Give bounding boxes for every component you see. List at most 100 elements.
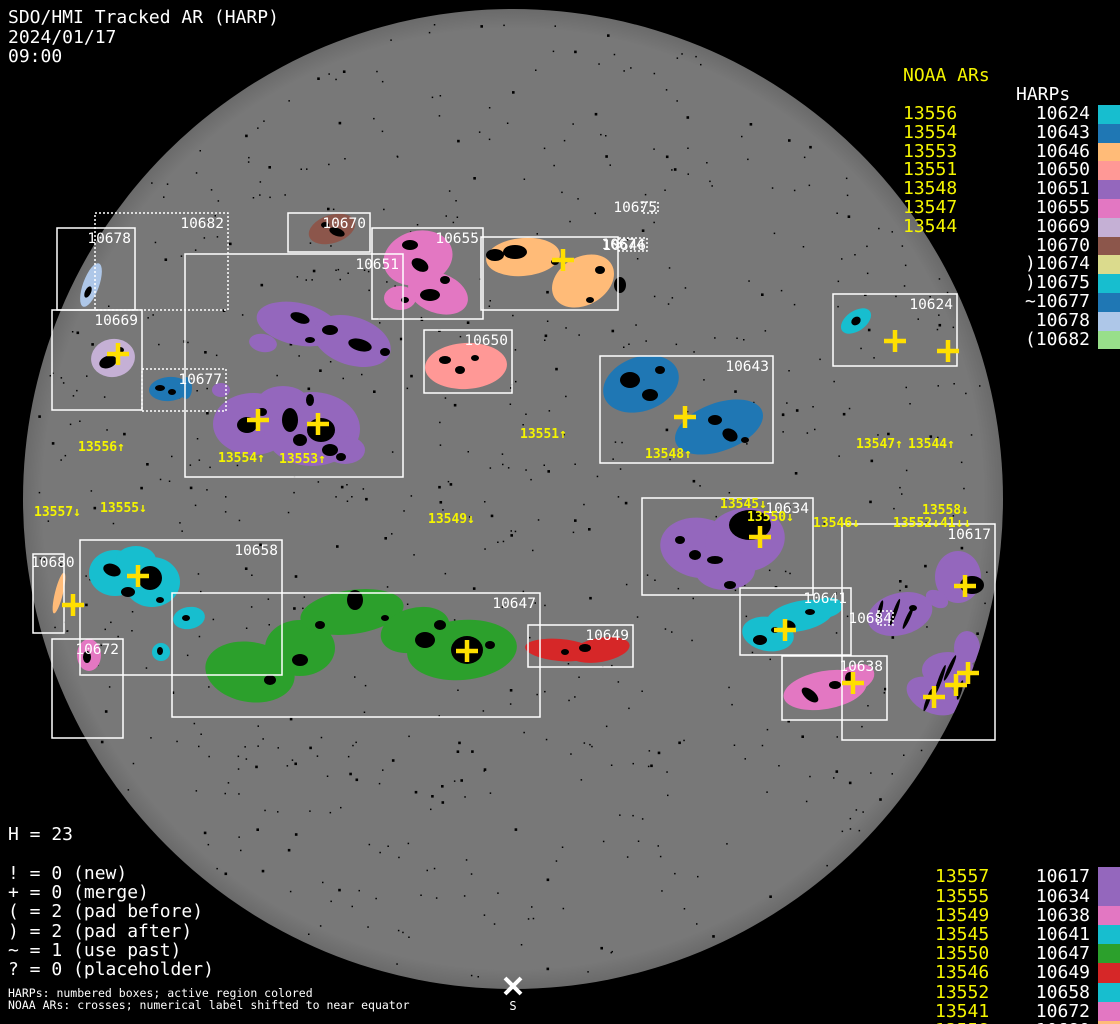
speckle (158, 343, 160, 346)
speckle (936, 328, 939, 331)
speckle (847, 215, 851, 218)
speckle (100, 644, 102, 647)
speckle (883, 692, 886, 694)
noaa-ar-number: 13551 (903, 159, 958, 181)
speckle (108, 686, 111, 688)
speckle (309, 746, 312, 750)
speckle (460, 779, 463, 782)
speckle (241, 314, 244, 316)
speckle (834, 592, 837, 595)
speckle (267, 598, 270, 600)
speckle (901, 493, 903, 495)
speckle (522, 590, 525, 593)
harp-box-10684 (877, 610, 894, 626)
speckle (458, 741, 461, 745)
speckle (653, 221, 655, 224)
speckle (674, 872, 676, 875)
harp-number: 10641 (1024, 923, 1090, 945)
speckle (952, 326, 955, 329)
noaa-ar-label: 13551↑ (520, 427, 567, 442)
speckle (163, 196, 165, 198)
ar-blob-10650 (425, 342, 507, 390)
speckle (237, 768, 240, 770)
sunspot (485, 641, 495, 649)
speckle (268, 624, 270, 626)
speckle (711, 185, 713, 187)
legend-row: 13551 10650 (900, 159, 1120, 181)
speckle (438, 715, 440, 717)
speckle (574, 696, 576, 698)
speckle (376, 70, 378, 73)
speckle (439, 421, 441, 424)
harp-box-10674 (618, 237, 648, 252)
speckle (189, 464, 192, 466)
speckle (630, 67, 632, 69)
speckle (809, 145, 812, 149)
harp-box-10638 (781, 655, 888, 721)
speckle (363, 269, 366, 271)
speckle (355, 741, 357, 744)
speckle (194, 504, 197, 507)
speckle (970, 434, 973, 436)
speckle (555, 860, 558, 862)
harp-box-label-10677: 10677 (178, 372, 222, 388)
harp-number: (10682 (1024, 328, 1090, 350)
speckle (544, 604, 546, 607)
ar-blob-10634 (660, 507, 785, 590)
harp-box-label-10624: 10624 (909, 297, 953, 313)
sunspot (503, 245, 527, 259)
speckle (624, 501, 628, 505)
speckle (289, 717, 293, 721)
speckle (47, 520, 50, 522)
speckle (819, 358, 821, 361)
ar-blob-10624 (840, 308, 872, 334)
speckle (867, 705, 869, 707)
harp-box-label-10617: 10617 (947, 527, 991, 543)
speckle (326, 775, 329, 777)
speckle (85, 575, 87, 577)
speckle (869, 500, 872, 504)
speckle (307, 387, 311, 391)
harp-box-label-10641: 10641 (803, 591, 847, 607)
speckle (514, 349, 517, 351)
speckle (626, 856, 629, 858)
noaa-ar-number: 13550 (935, 943, 990, 965)
speckle (715, 515, 717, 518)
speckle (151, 182, 153, 184)
speckle (946, 291, 949, 294)
speckle (668, 267, 671, 269)
speckle (439, 95, 442, 97)
harp-box-label-10670: 10670 (322, 216, 366, 232)
sunspot (307, 418, 335, 442)
speckle (924, 564, 927, 568)
noaa-ar-number: 13556 (903, 102, 958, 124)
harp-color-swatch (1098, 905, 1120, 926)
harp-box-10651 (184, 253, 404, 478)
speckle (784, 570, 787, 573)
speckle (408, 936, 410, 938)
ar-patch (325, 436, 365, 464)
sunspot (486, 249, 504, 261)
noaa-ar-label: 13553↑ (279, 452, 326, 467)
speckle (503, 24, 505, 27)
speckle (338, 121, 342, 125)
speckle (510, 530, 512, 532)
sunspot (579, 644, 591, 652)
speckle (641, 818, 644, 820)
legend-row: 13544 10669 (900, 217, 1120, 237)
speckle (171, 455, 173, 458)
noaa-ar-label: 13549↓ (428, 512, 475, 527)
speckle (561, 846, 564, 848)
harp-box-10682 (94, 212, 229, 311)
sunspot (923, 688, 933, 712)
ar-patch (807, 597, 843, 619)
speckle (884, 687, 887, 691)
speckle (525, 469, 527, 471)
speckle (438, 485, 441, 489)
speckle (327, 207, 330, 211)
speckle (428, 31, 431, 34)
harp-box-10655 (371, 227, 484, 320)
harp-box-label-10675: 10675 (613, 200, 657, 216)
south-label: S (509, 999, 516, 1013)
